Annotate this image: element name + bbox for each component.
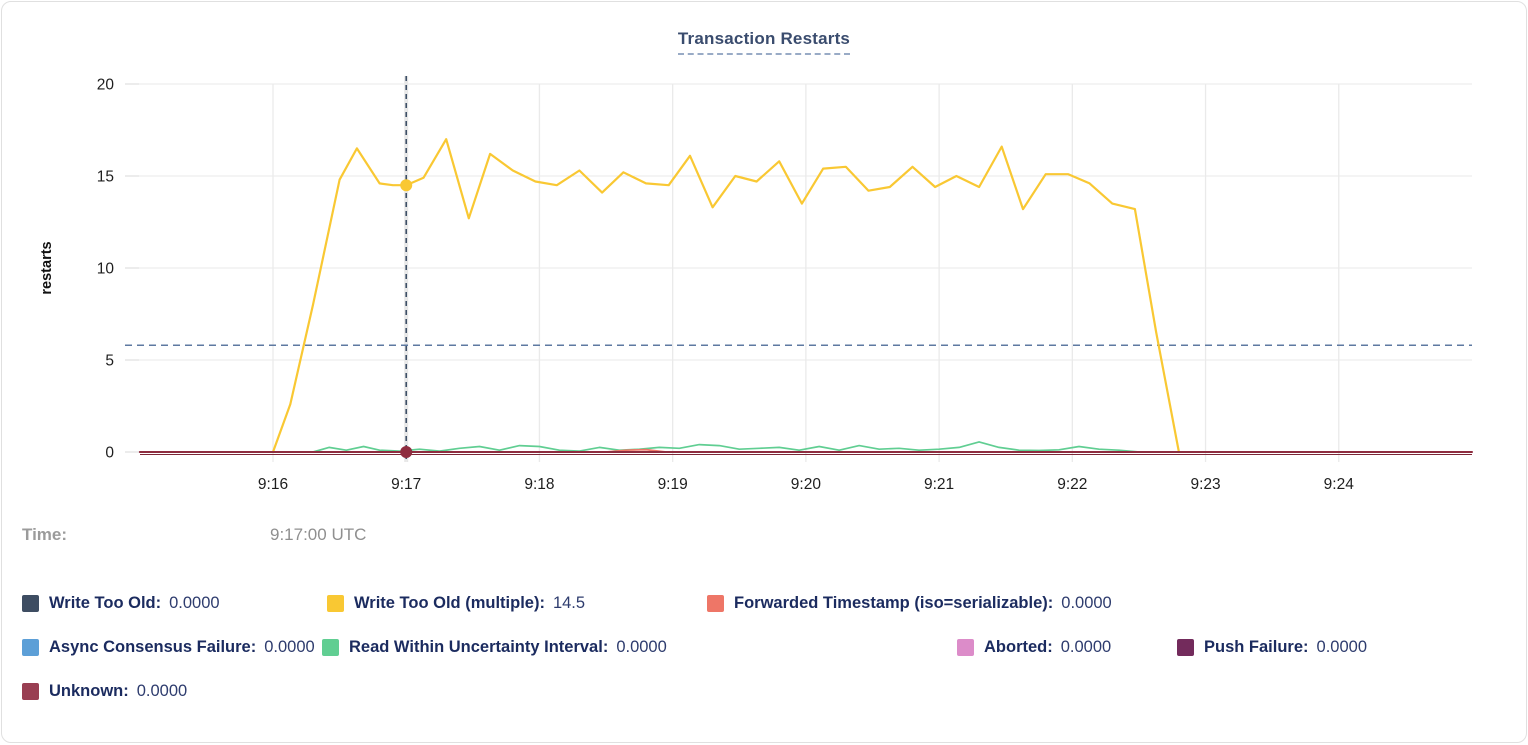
legend-item-write-too-old: Write Too Old: 0.0000 bbox=[22, 594, 327, 613]
legend-label: Async Consensus Failure: bbox=[49, 637, 257, 656]
forwarded-timestamp-iso-serializable-swatch-icon bbox=[707, 594, 724, 612]
legend-item-write-too-old-multiple: Write Too Old (multiple): 14.5 bbox=[327, 594, 707, 613]
legend-value: 0.0000 bbox=[1061, 593, 1112, 612]
series-line-read-within-uncertainty-interval bbox=[312, 441, 1140, 453]
hover-dot-write-too-old-multiple bbox=[400, 179, 413, 192]
legend-label: Push Failure: bbox=[1204, 637, 1309, 656]
svg-text:5: 5 bbox=[105, 353, 114, 370]
gridlines bbox=[125, 83, 1472, 462]
svg-text:9:24: 9:24 bbox=[1324, 476, 1355, 493]
svg-text:10: 10 bbox=[97, 261, 115, 278]
svg-text:9:19: 9:19 bbox=[658, 476, 688, 493]
axis-labels: 9:16 9:17 9:18 9:19 9:20 9:21 9:22 9:23 9:24 0 5 10… bbox=[97, 77, 1354, 494]
time-label: Time: bbox=[22, 525, 68, 544]
unknown-swatch-icon bbox=[22, 682, 39, 700]
write-too-old-swatch-icon bbox=[22, 594, 39, 612]
legend-item-aborted: Aborted: 0.0000 bbox=[957, 638, 1177, 657]
svg-text:9:21: 9:21 bbox=[924, 476, 954, 493]
legend-row: Unknown: 0.0000 bbox=[22, 679, 1516, 703]
svg-text:9:22: 9:22 bbox=[1057, 476, 1087, 493]
y-axis-title: restarts bbox=[39, 241, 55, 294]
hover-dot-unknown bbox=[400, 446, 413, 458]
legend-item-push-failure: Push Failure: 0.0000 bbox=[1177, 638, 1367, 657]
aborted-swatch-icon bbox=[957, 638, 974, 656]
legend-value: 14.5 bbox=[552, 593, 586, 612]
legend-value: 0.0000 bbox=[1316, 637, 1367, 656]
legend-label: Read Within Uncertainty Interval: bbox=[349, 637, 609, 656]
legend-item-read-within-uncertainty-interval: Read Within Uncertainty Interval: 0.0000 bbox=[322, 638, 957, 657]
svg-text:9:23: 9:23 bbox=[1190, 476, 1220, 493]
legend-item-unknown: Unknown: 0.0000 bbox=[22, 682, 187, 701]
read-within-uncertainty-interval-swatch-icon bbox=[322, 638, 339, 656]
chart-legend: Write Too Old: 0.0000 Write Too Old (multi… bbox=[22, 591, 1516, 723]
chart-title: Transaction Restarts bbox=[677, 29, 851, 55]
svg-text:15: 15 bbox=[97, 169, 114, 186]
legend-value: 0.0000 bbox=[169, 593, 220, 612]
svg-text:9:20: 9:20 bbox=[791, 476, 822, 493]
chart-header: Transaction Restarts bbox=[2, 29, 1526, 55]
svg-text:9:18: 9:18 bbox=[524, 476, 554, 493]
svg-text:9:17: 9:17 bbox=[391, 476, 421, 493]
transaction-restarts-chart[interactable]: 9:16 9:17 9:18 9:19 9:20 9:21 9:22 9:23 9:24 0 5 10… bbox=[2, 2, 1527, 507]
async-consensus-failure-swatch-icon bbox=[22, 638, 39, 656]
time-value: 9:17:00 UTC bbox=[270, 525, 367, 544]
legend-label: Forwarded Timestamp (iso=serializable): bbox=[734, 593, 1054, 612]
legend-value: 0.0000 bbox=[136, 681, 188, 700]
legend-row: Async Consensus Failure: 0.0000 Read Withi… bbox=[22, 635, 1516, 659]
svg-text:9:16: 9:16 bbox=[258, 476, 288, 493]
legend-row: Write Too Old: 0.0000 Write Too Old (multi… bbox=[22, 591, 1516, 615]
legend-item-async-consensus-failure: Async Consensus Failure: 0.0000 bbox=[22, 638, 322, 657]
legend-label: Write Too Old: bbox=[49, 593, 162, 612]
legend-label: Write Too Old (multiple): bbox=[354, 593, 545, 612]
legend-value: 0.0000 bbox=[616, 637, 667, 656]
legend-value: 0.0000 bbox=[1060, 637, 1112, 656]
write-too-old-multiple-swatch-icon bbox=[327, 594, 344, 612]
hover-time-row: Time: 9:17:00 UTC bbox=[22, 525, 366, 545]
legend-value: 0.0000 bbox=[264, 637, 315, 656]
legend-label: Aborted: bbox=[984, 637, 1053, 656]
legend-item-forwarded-timestamp-iso-serializable: Forwarded Timestamp (iso=serializable): 0… bbox=[707, 594, 1112, 613]
svg-text:0: 0 bbox=[105, 445, 114, 462]
push-failure-swatch-icon bbox=[1177, 638, 1194, 656]
svg-text:20: 20 bbox=[97, 77, 115, 94]
legend-label: Unknown: bbox=[49, 681, 129, 700]
